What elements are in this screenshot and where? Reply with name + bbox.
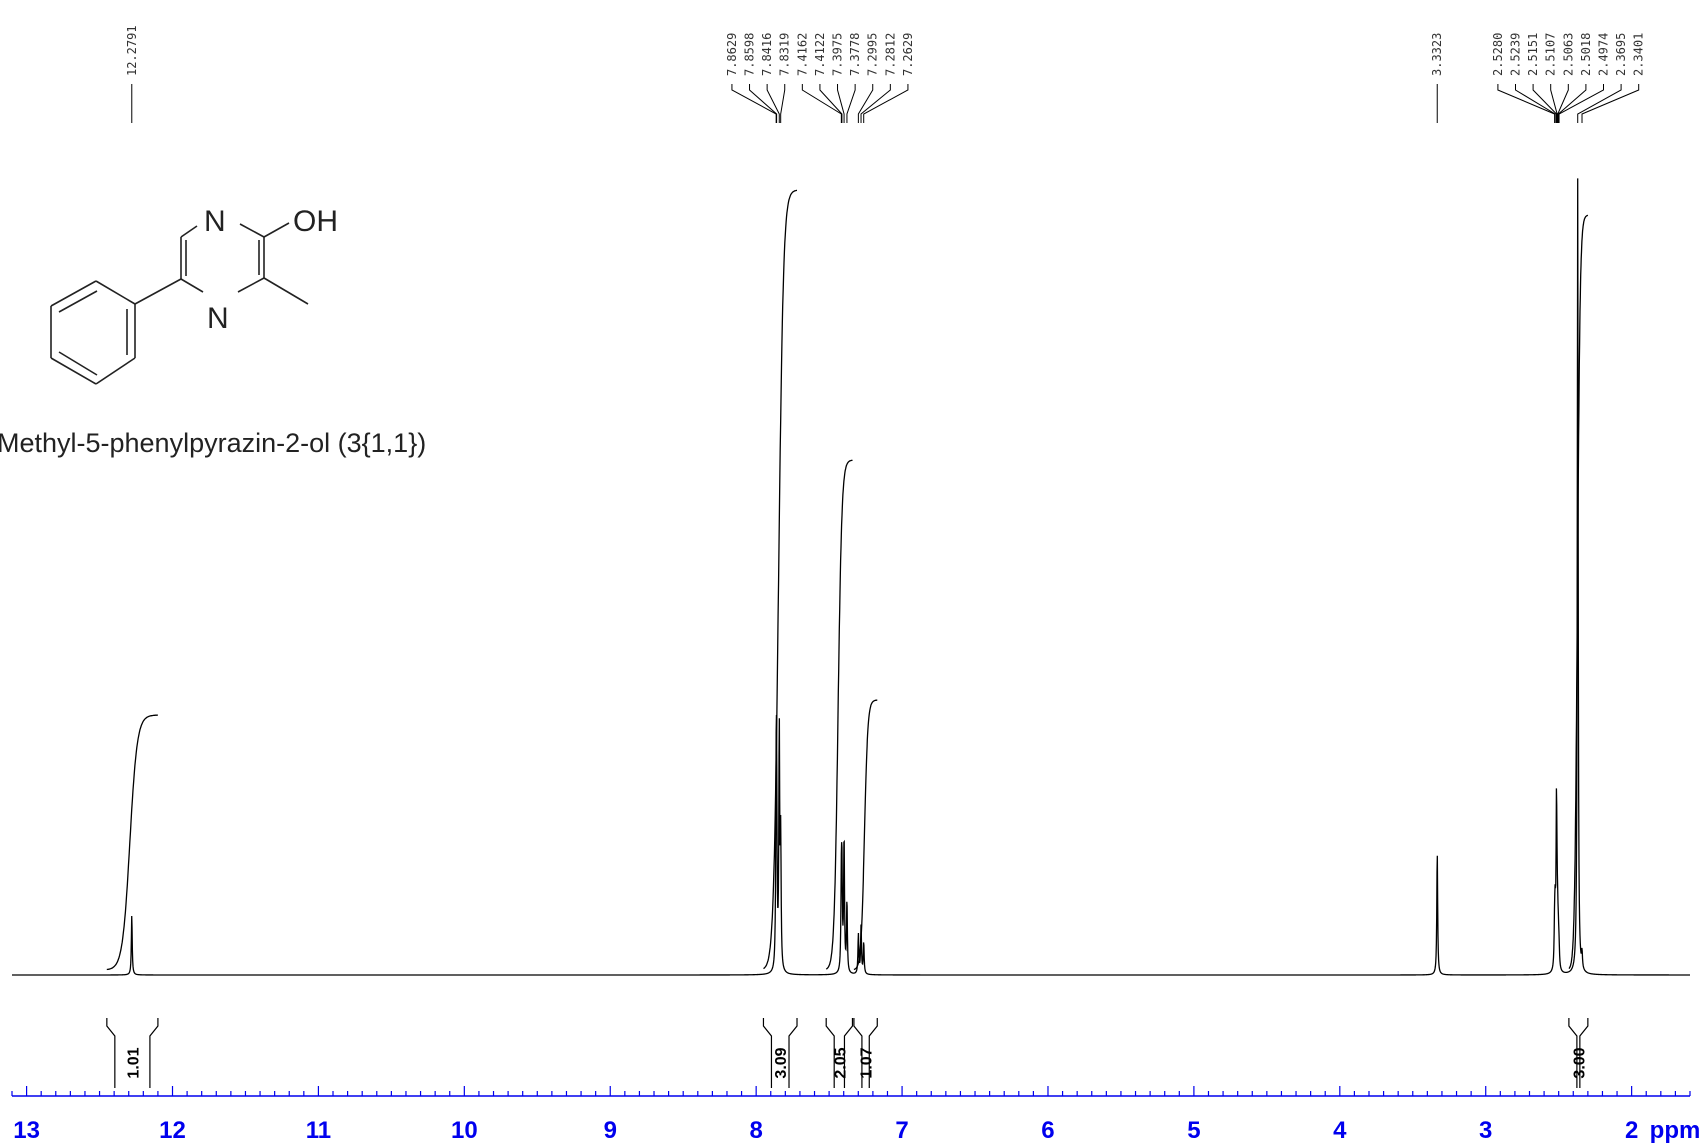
integral-bracket <box>825 1018 854 1088</box>
bond <box>58 290 98 313</box>
integral-value: 3.09 <box>773 1047 790 1078</box>
peak-label: 7.2812 <box>883 33 897 76</box>
peak-label: 2.5280 <box>1491 33 1505 76</box>
peak-leader-line <box>766 84 780 123</box>
bond <box>180 225 198 238</box>
bond <box>180 278 204 293</box>
bond <box>237 277 265 293</box>
peak-label: 7.4122 <box>813 33 827 76</box>
peak-label: 7.4162 <box>795 33 809 76</box>
x-tick-label: 3 <box>1479 1117 1492 1144</box>
peak-label: 2.5063 <box>1561 33 1575 76</box>
bond <box>239 223 265 238</box>
spectrum-trace <box>12 178 1690 976</box>
x-tick-label: 9 <box>604 1117 617 1144</box>
integral-bracket <box>1568 1018 1589 1088</box>
peak-label: 2.5107 <box>1544 33 1558 76</box>
integral-bracket <box>106 1018 159 1088</box>
integral-value: 3.00 <box>1571 1047 1588 1078</box>
bond <box>95 357 136 385</box>
compound-name: -Methyl-5-phenylpyrazin-2-ol (3{1,1}) <box>0 428 427 458</box>
chemical-structure: N N OH <box>50 205 338 385</box>
integral-bracket <box>853 1018 878 1088</box>
bond <box>50 280 97 307</box>
peak-leader-line <box>1532 84 1557 123</box>
peak-leader-line <box>1550 84 1558 123</box>
peak-label: 7.2995 <box>866 33 880 76</box>
integral-value: 1.07 <box>859 1047 876 1078</box>
integral-curve <box>1568 214 1589 970</box>
bond <box>58 351 98 376</box>
integral-layer: 1.01 3.09 2.05 1.07 3.00 <box>106 1018 1589 1088</box>
peak-label: 2.4974 <box>1597 33 1611 76</box>
peak-label-layer: 12.2791 7.8629 7.8598 7.8416 7.8319 7.4162 7.4… <box>125 25 1646 123</box>
x-tick-label: 7 <box>895 1117 908 1144</box>
peak-label: 3.3323 <box>1430 33 1444 76</box>
peak-label: 2.5239 <box>1509 33 1523 76</box>
peak-leader-line <box>1577 84 1622 123</box>
peak-leader-line <box>837 84 845 123</box>
peak-label: 7.8416 <box>760 33 774 76</box>
peak-leader-line <box>780 84 786 123</box>
bond <box>134 278 182 305</box>
peak-leader-line <box>749 84 778 123</box>
peak-leader-line <box>1497 84 1556 123</box>
peak-leader-line <box>731 84 777 123</box>
atom-oh: OH <box>293 205 338 238</box>
peak-label: 7.8319 <box>778 33 792 76</box>
integral-bracket <box>762 1018 798 1088</box>
peak-leader-line <box>1581 84 1640 123</box>
peak-label: 2.3401 <box>1632 33 1646 76</box>
bond <box>263 222 290 238</box>
peak-label: 7.2629 <box>901 33 915 76</box>
bond <box>50 357 97 385</box>
x-tick-label: 10 <box>451 1117 478 1144</box>
integral-curve <box>853 699 878 971</box>
peak-label: 12.2791 <box>125 25 139 76</box>
integral-curve <box>825 459 853 970</box>
integral-value: 2.05 <box>832 1047 849 1078</box>
peak-leader-line <box>846 84 856 123</box>
x-tick-label: 8 <box>749 1117 762 1144</box>
peak-label: 7.8598 <box>743 33 757 76</box>
x-axis: 13 12 11 10 9 8 7 6 5 4 3 2 ppm <box>11 1086 1701 1144</box>
peak-label: 2.5018 <box>1579 33 1593 76</box>
x-tick-label: 2 <box>1625 1117 1638 1144</box>
peak-leader-line <box>1515 84 1556 123</box>
x-axis-unit: ppm <box>1650 1117 1701 1144</box>
x-tick-label: 12 <box>159 1117 186 1144</box>
peak-leader-line <box>801 84 842 123</box>
peak-leader-line <box>819 84 843 123</box>
integral-curve <box>763 189 797 970</box>
peak-label: 2.5151 <box>1526 33 1540 76</box>
x-tick-label: 4 <box>1333 1117 1347 1144</box>
peak-label: 7.3778 <box>848 33 862 76</box>
integral-value: 1.01 <box>125 1047 142 1078</box>
x-tick-label: 11 <box>306 1117 331 1144</box>
x-tick-label: 13 <box>13 1117 40 1144</box>
peak-leader-line <box>1557 84 1569 123</box>
peak-leader-line <box>863 84 909 123</box>
x-tick-label: 6 <box>1041 1117 1054 1144</box>
peak-leader-line <box>1557 84 1587 123</box>
peak-leader-line <box>860 84 891 123</box>
peak-leader-line <box>1558 84 1605 123</box>
integral-curve <box>106 714 158 971</box>
x-tick-label: 5 <box>1187 1117 1200 1144</box>
peak-leader-line <box>857 84 874 123</box>
bond <box>95 280 136 305</box>
peak-label: 7.3975 <box>831 33 845 76</box>
atom-n-bottom: N <box>207 302 229 335</box>
bond <box>263 277 309 305</box>
peak-label: 2.3695 <box>1614 33 1628 76</box>
atom-n-top: N <box>204 205 226 238</box>
peak-label: 7.8629 <box>725 33 739 76</box>
spectrum-layer <box>12 178 1690 976</box>
